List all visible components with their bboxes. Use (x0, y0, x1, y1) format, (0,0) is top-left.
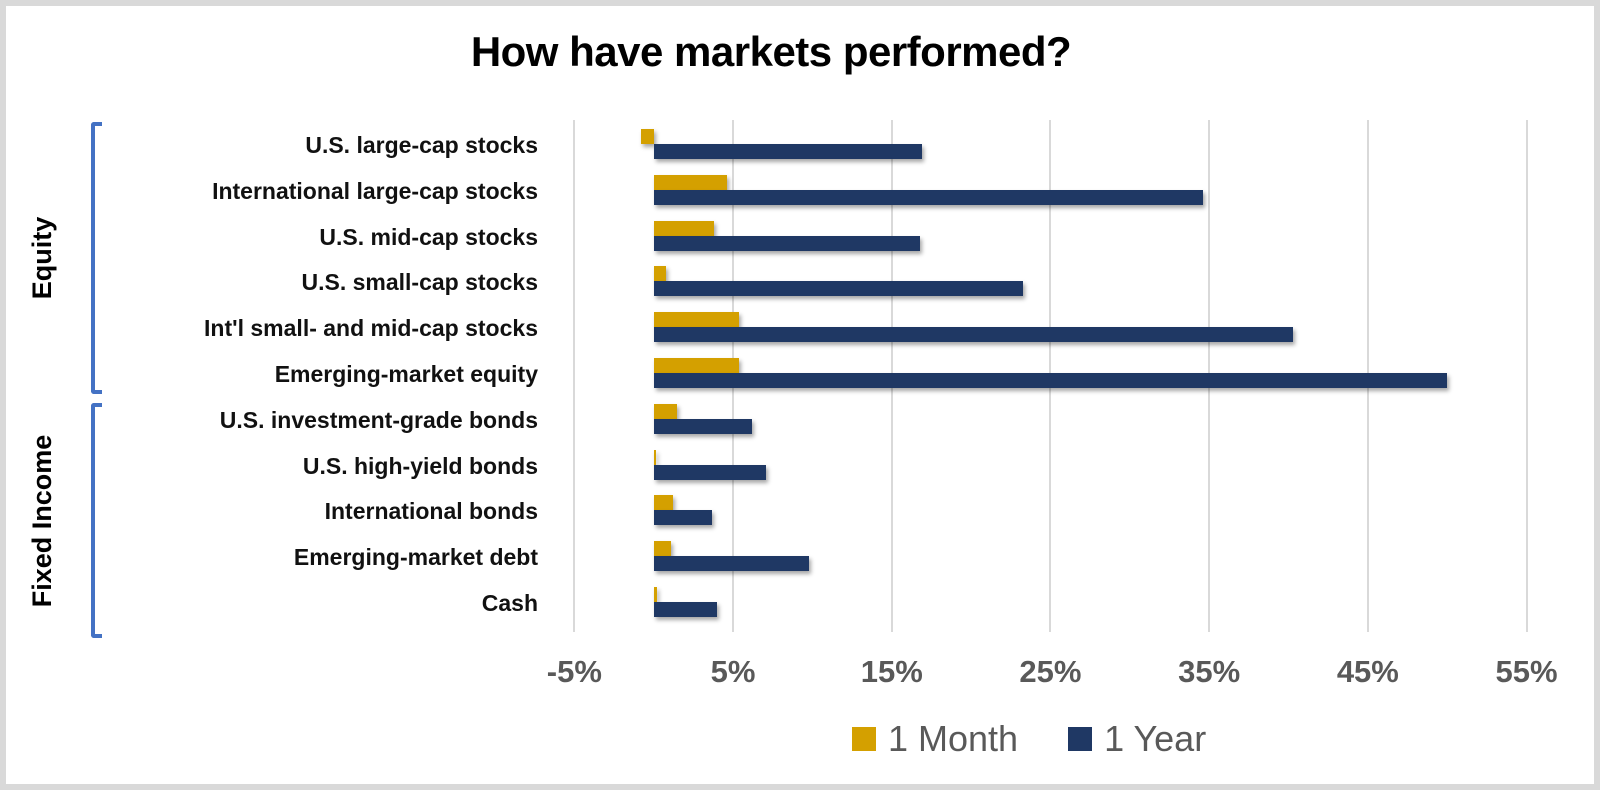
x-tick-label: 25% (1019, 654, 1082, 689)
legend-item-1-month: 1 Month (852, 718, 1018, 760)
category-label: International bonds (324, 498, 538, 525)
x-tick-label: 35% (1178, 654, 1241, 689)
legend: 1 Month 1 Year (852, 718, 1256, 760)
legend-swatch-1-year (1068, 727, 1093, 751)
legend-label-1-year: 1 Year (1104, 718, 1207, 759)
bar-1-year (653, 235, 921, 251)
category-label: U.S. mid-cap stocks (319, 223, 538, 250)
bar-1-year (653, 602, 718, 617)
bar-1-month (653, 587, 657, 602)
x-tick-label: 15% (860, 654, 923, 689)
bar-1-month (641, 129, 654, 144)
bar-1-year (653, 373, 1448, 388)
bar-1-year (653, 281, 1024, 297)
bar-1-year (653, 464, 767, 480)
bar-1-year (653, 327, 1294, 343)
bar-1-month (653, 220, 714, 236)
x-tick-label: 55% (1495, 654, 1558, 689)
bar-1-month (653, 495, 673, 511)
bar-1-month (653, 266, 667, 282)
category-label: Emerging-market debt (293, 544, 538, 571)
legend-label-1-month: 1 Month (888, 718, 1019, 759)
bar-1-month (653, 449, 656, 465)
legend-swatch-1-month (852, 727, 876, 751)
bar-1-year (653, 418, 753, 434)
bar-1-year (653, 556, 810, 572)
bar-1-month (653, 174, 727, 190)
x-tick-label: 45% (1336, 654, 1399, 689)
gridline (1525, 120, 1528, 632)
legend-item-1-year: 1 Year (1068, 718, 1206, 760)
bar-1-month (653, 403, 678, 419)
bar-1-year (653, 510, 713, 526)
category-label: U.S. small-cap stocks (301, 269, 539, 296)
bar-1-year (653, 189, 1203, 205)
chart-title: How have markets performed? (470, 28, 1072, 75)
category-label: Emerging-market equity (274, 361, 538, 387)
group-label: Equity (27, 216, 57, 300)
category-label: Int'l small- and mid-cap stocks (204, 315, 538, 342)
chart-frame: How have markets performed? -5% 5% 15% 25% 3… (6, 6, 1594, 784)
group-label: Fixed Income (27, 434, 57, 607)
category-label: U.S. high-yield bonds (302, 452, 538, 479)
gridline (573, 120, 576, 632)
bar-1-month (653, 358, 740, 373)
bar-1-year (653, 144, 922, 159)
category-label: Cash (481, 590, 538, 616)
category-label: International large-cap stocks (212, 177, 538, 204)
category-label: U.S. large-cap stocks (305, 132, 538, 158)
bar-1-month (653, 312, 740, 328)
x-tick-label: 5% (710, 654, 756, 689)
group-bracket (91, 403, 102, 638)
bar-1-month (653, 541, 672, 557)
category-label: U.S. investment-grade bonds (219, 406, 538, 433)
x-tick-label: -5% (546, 654, 602, 689)
group-bracket (91, 122, 102, 394)
